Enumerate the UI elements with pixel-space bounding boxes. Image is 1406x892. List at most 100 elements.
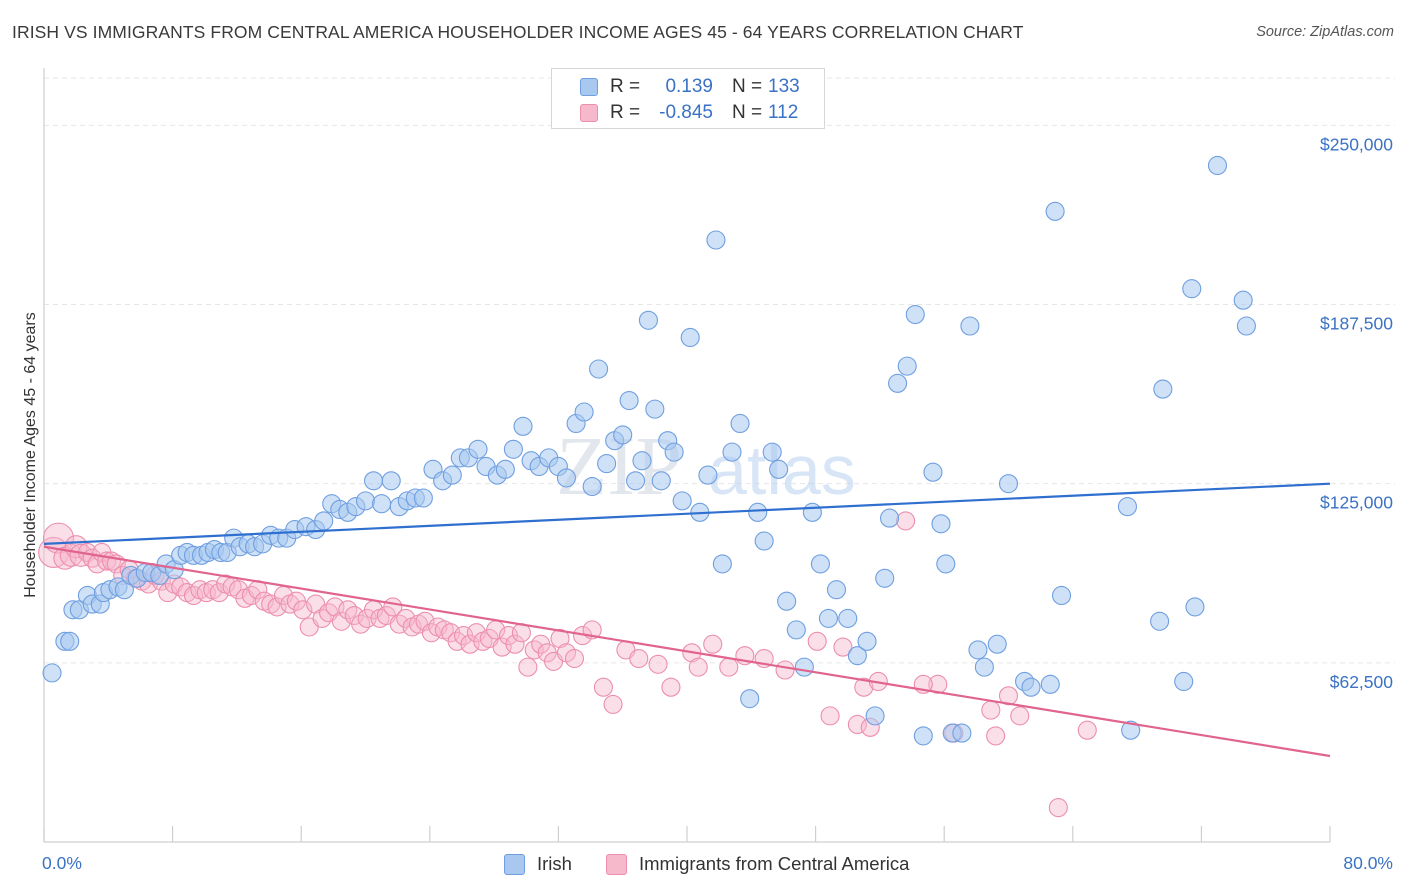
- immigrants-point: [293, 600, 313, 620]
- irish-point: [960, 316, 980, 336]
- irish-point: [1121, 720, 1141, 740]
- irish-point: [905, 304, 925, 325]
- irish-point: [1117, 497, 1138, 517]
- irish-point: [1045, 201, 1065, 221]
- irish-point: [632, 451, 652, 471]
- irish-point: [372, 494, 392, 514]
- immigrants-point: [550, 628, 570, 649]
- immigrants-point: [518, 657, 538, 677]
- irish-point: [638, 310, 658, 330]
- irish-point: [968, 640, 988, 660]
- immigrants-point: [807, 631, 827, 651]
- irish-point: [513, 416, 533, 436]
- irish-r-value: 0.139: [665, 76, 713, 97]
- legend-row-irish: R = 0.139 N = 133: [552, 75, 824, 101]
- irish-point: [1153, 379, 1173, 399]
- irish-point: [923, 462, 943, 482]
- irish-point: [810, 554, 830, 574]
- immigrants-point: [1010, 706, 1030, 726]
- y-axis-label: Householder Income Ages 45 - 64 years: [22, 312, 39, 598]
- immigrants-point: [928, 674, 948, 694]
- legend-immigrants-label: Immigrants from Central America: [639, 853, 910, 874]
- irish-point: [974, 657, 994, 677]
- immigrants-point: [648, 654, 668, 674]
- irish-point: [740, 689, 760, 709]
- immigrants-point: [564, 648, 585, 669]
- irish-point: [818, 608, 839, 628]
- irish-point: [582, 476, 602, 497]
- irish-point: [556, 468, 576, 488]
- irish-point: [777, 591, 797, 611]
- immigrants-point: [820, 706, 840, 726]
- axes: [43, 68, 1331, 843]
- irish-point: [664, 442, 684, 462]
- irish-point: [826, 580, 847, 600]
- correlation-legend: R = 0.139 N = 133 R = -0.845 N = 112: [551, 68, 825, 129]
- irish-point: [748, 502, 768, 522]
- irish-point: [363, 471, 384, 491]
- immigrants-point: [593, 677, 613, 697]
- irish-point: [680, 327, 700, 348]
- irish-point: [589, 359, 609, 379]
- irish-point: [875, 568, 895, 588]
- legend-row-immigrants: R = -0.845 N = 112: [552, 101, 824, 127]
- irish-point: [838, 608, 858, 628]
- x-tick-label-last: 80.0%: [1343, 853, 1393, 873]
- x-tick-label-first: 0.0%: [42, 853, 82, 873]
- legend-irish-label: Irish: [537, 853, 572, 874]
- irish-point: [730, 413, 750, 434]
- immigrants-point: [1048, 798, 1068, 818]
- irish-point: [1233, 290, 1253, 310]
- irish-point: [1207, 155, 1228, 176]
- irish-point: [754, 531, 774, 551]
- trend-lines: [43, 482, 1331, 758]
- irish-point: [802, 502, 822, 522]
- irish-point: [1150, 611, 1170, 631]
- irish-point: [952, 723, 972, 743]
- irish-point: [1174, 671, 1194, 692]
- immigrants-point: [986, 726, 1006, 746]
- irish-point: [712, 554, 732, 574]
- legend-irish-swatch: [504, 854, 525, 875]
- immigrants-r-value: -0.845: [659, 102, 713, 123]
- irish-point: [1021, 677, 1041, 697]
- irish-point: [931, 514, 951, 534]
- irish-points: [42, 155, 1256, 746]
- irish-point: [42, 663, 62, 683]
- y-tick-label-3: $250,000: [1320, 134, 1393, 154]
- source-credit: Source: ZipAtlas.com: [1256, 24, 1394, 40]
- irish-point: [413, 488, 433, 508]
- immigrants-point: [833, 637, 853, 657]
- irish-point: [574, 402, 594, 422]
- immigrants-point: [331, 611, 351, 631]
- tick-labels: $62,500 $125,000 $187,500 $250,000 0.0% 80.0%: [42, 134, 1393, 873]
- irish-point: [888, 373, 908, 393]
- irish-point: [442, 465, 462, 485]
- immigrants-point: [703, 634, 723, 654]
- irish-point: [381, 471, 401, 491]
- irish-point: [355, 491, 376, 511]
- grid-lines: [44, 77, 1395, 664]
- series-legend: Irish Immigrants from Central America: [0, 852, 1406, 878]
- irish-point: [495, 459, 515, 479]
- irish-point: [468, 439, 488, 459]
- irish-point: [998, 474, 1019, 494]
- irish-point: [1236, 316, 1256, 336]
- immigrants-point: [981, 700, 1001, 720]
- irish-point: [879, 508, 900, 528]
- immigrants-point: [629, 648, 649, 669]
- immigrants-point: [854, 677, 874, 697]
- irish-point: [619, 390, 639, 411]
- immigrants-point: [505, 634, 525, 654]
- irish-point: [897, 356, 917, 376]
- irish-point: [722, 442, 742, 462]
- irish-point: [698, 465, 718, 485]
- irish-n-label: N =: [732, 76, 763, 97]
- immigrants-point: [1077, 720, 1097, 740]
- immigrants-point: [998, 686, 1019, 706]
- immigrants-point: [415, 611, 435, 631]
- irish-point: [503, 439, 523, 459]
- irish-point: [865, 706, 885, 726]
- immigrants-r-label: R =: [610, 102, 641, 123]
